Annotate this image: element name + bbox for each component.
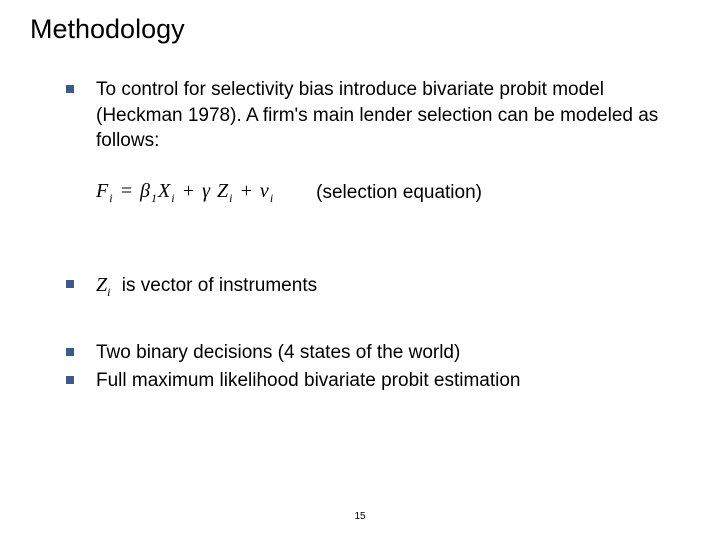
bullet-item-3: Two binary decisions (4 states of the wo… [66, 340, 690, 366]
bullet-text-3: Two binary decisions (4 states of the wo… [96, 340, 460, 366]
z-variable: Zi [96, 272, 110, 300]
page-number: 15 [354, 511, 365, 522]
square-bullet-icon [66, 376, 74, 384]
bullet-text-4: Full maximum likelihood bivariate probit… [96, 368, 521, 394]
square-bullet-icon [66, 85, 74, 93]
square-bullet-icon [66, 348, 74, 356]
bullet-item-2: Zi is vector of instruments [66, 272, 690, 300]
slide-title: Methodology [30, 14, 690, 45]
equation-label: (selection equation) [316, 182, 482, 204]
spacer [66, 300, 690, 340]
bullet-text-2: Zi is vector of instruments [96, 272, 317, 300]
bullet-text-2-suffix: is vector of instruments [116, 275, 317, 296]
slide-container: Methodology To control for selectivity b… [0, 0, 720, 540]
equation-row: Fi = β1Xi + γ Zi + νi (selection equatio… [66, 180, 690, 206]
bullet-item-1: To control for selectivity bias introduc… [66, 77, 690, 154]
slide-content: To control for selectivity bias introduc… [30, 77, 690, 393]
bullet-text-1: To control for selectivity bias introduc… [96, 77, 690, 154]
square-bullet-icon [66, 280, 74, 288]
bullet-item-4: Full maximum likelihood bivariate probit… [66, 368, 690, 394]
selection-equation: Fi = β1Xi + γ Zi + νi [96, 180, 274, 206]
spacer [66, 238, 690, 272]
